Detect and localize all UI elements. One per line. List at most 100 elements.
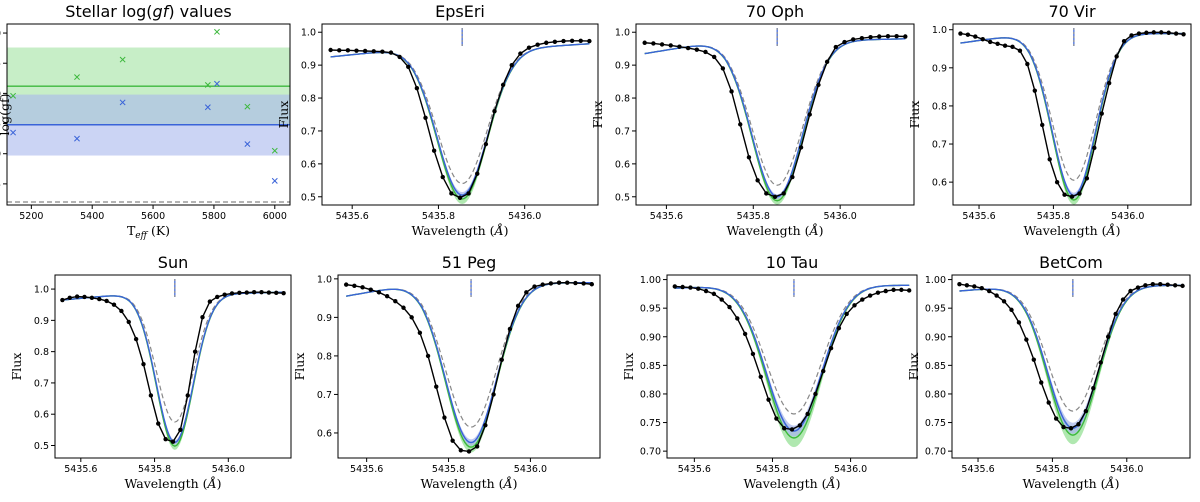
reference-line — [674, 284, 910, 415]
observed-point — [1053, 416, 1059, 421]
observed-point — [581, 281, 586, 286]
blue-uncertainty-band — [346, 282, 592, 446]
observed-point — [384, 293, 390, 299]
observed-line — [62, 291, 284, 443]
plot-frame — [54, 274, 292, 459]
y-tick-label: 0.80 — [925, 389, 946, 400]
observed-point — [458, 448, 464, 453]
observed-point — [1166, 30, 1171, 35]
y-tick-label: 0.9 — [317, 313, 332, 324]
observed-point — [450, 438, 455, 443]
x-axis-label: Wavelength (Å) — [744, 476, 841, 491]
green-marker — [271, 147, 278, 154]
observed-point — [727, 304, 732, 310]
panel-title: Sun — [158, 253, 188, 272]
observed-point — [816, 82, 821, 88]
panel-title: 70 Vir — [1048, 2, 1095, 21]
title-part-italic: gf — [153, 2, 171, 21]
blue-uncertainty-band — [959, 285, 1183, 434]
observed-point — [532, 284, 537, 289]
observed-point — [1165, 282, 1170, 287]
xlabel-part: Wavelength — [727, 223, 801, 238]
observed-point — [60, 297, 65, 303]
observed-point — [1010, 44, 1015, 50]
observed-line — [674, 285, 910, 431]
panel-title: 10 Tau — [766, 253, 819, 272]
observed-point — [89, 295, 95, 301]
observed-point — [750, 351, 756, 357]
y-tick-label: −2.30 — [0, 29, 1, 40]
panel-title: 70 Oph — [746, 2, 804, 21]
observed-point — [409, 315, 414, 320]
observed-point — [500, 82, 506, 88]
observed-point — [672, 284, 678, 289]
y-tick-label: 0.7 — [615, 126, 630, 137]
observed-point — [875, 290, 881, 295]
observed-point — [417, 330, 423, 335]
green-model-line — [62, 291, 284, 447]
panel-10-tau: 5435.6 5435.8 5436.0 0.70 0.75 0.80 0.85 0.90 0.… — [621, 253, 918, 491]
blue-uncertainty-band — [62, 292, 284, 445]
xlabel-paren: ) — [1115, 476, 1120, 491]
x-tick-label: 5435.8 — [756, 464, 789, 475]
observed-point — [1031, 357, 1037, 362]
y-tick-label: 0.6 — [301, 159, 316, 170]
blue-uncertainty-band — [960, 33, 1184, 199]
x-tick-label: 6000 — [263, 211, 287, 222]
observed-point — [380, 49, 385, 54]
blue-uncertainty-band — [644, 38, 906, 200]
observed-point — [1158, 281, 1163, 287]
observed-point — [828, 346, 834, 351]
observed-point — [1001, 299, 1007, 304]
blue-model-line — [62, 291, 284, 444]
observed-point — [507, 326, 513, 332]
observed-point — [774, 416, 779, 421]
observed-point — [867, 293, 873, 298]
y-axis-label: Flux — [621, 353, 636, 381]
x-tick-label: 5800 — [202, 211, 226, 222]
x-axis-label: Wavelength (Å) — [125, 476, 222, 491]
xlabel-part: Wavelength — [412, 223, 486, 238]
x-tick-label: 5436.0 — [212, 464, 245, 475]
observed-point — [163, 437, 168, 442]
blue-marker — [119, 99, 126, 106]
x-tick-label: 5436.0 — [508, 211, 541, 222]
observed-point — [821, 368, 826, 374]
observed-point — [979, 285, 984, 291]
observed-point — [729, 89, 734, 94]
observed-line — [346, 282, 592, 453]
xlabel-unit: Å — [1104, 476, 1115, 491]
y-tick-label: 0.80 — [640, 389, 661, 400]
green-model-line — [960, 32, 1184, 201]
observed-point — [833, 44, 839, 50]
xlabel-unit: Å — [1105, 223, 1116, 238]
observed-point — [987, 39, 993, 45]
observed-point — [703, 49, 708, 55]
xlabel-unit: Å — [502, 476, 513, 491]
observed-point — [1024, 337, 1029, 342]
y-tick-label: 0.5 — [301, 192, 316, 203]
y-tick-label: 0.6 — [34, 410, 49, 421]
x-tick-label: 5435.6 — [962, 211, 995, 222]
observed-point — [491, 392, 496, 397]
x-tick-label: 5435.8 — [422, 211, 455, 222]
observed-point — [368, 287, 373, 292]
observed-point — [222, 292, 227, 297]
observed-point — [281, 290, 286, 296]
xlabel-paren: ( — [1097, 476, 1106, 491]
observed-point — [1105, 334, 1111, 339]
observed-point — [1172, 283, 1178, 288]
blue-marker — [244, 141, 251, 148]
observed-point — [1180, 283, 1185, 289]
y-tick-label: 0.7 — [317, 390, 332, 401]
green-model-line — [644, 38, 906, 202]
observed-point — [244, 290, 249, 295]
observed-point — [807, 112, 812, 117]
observed-point — [703, 288, 709, 294]
observed-point — [813, 391, 818, 397]
y-axis-label: Flux — [907, 101, 922, 129]
observed-point — [192, 349, 198, 354]
x-tick-label: 5436.0 — [1110, 464, 1143, 475]
observed-point — [903, 34, 908, 39]
observed-point — [483, 141, 489, 147]
